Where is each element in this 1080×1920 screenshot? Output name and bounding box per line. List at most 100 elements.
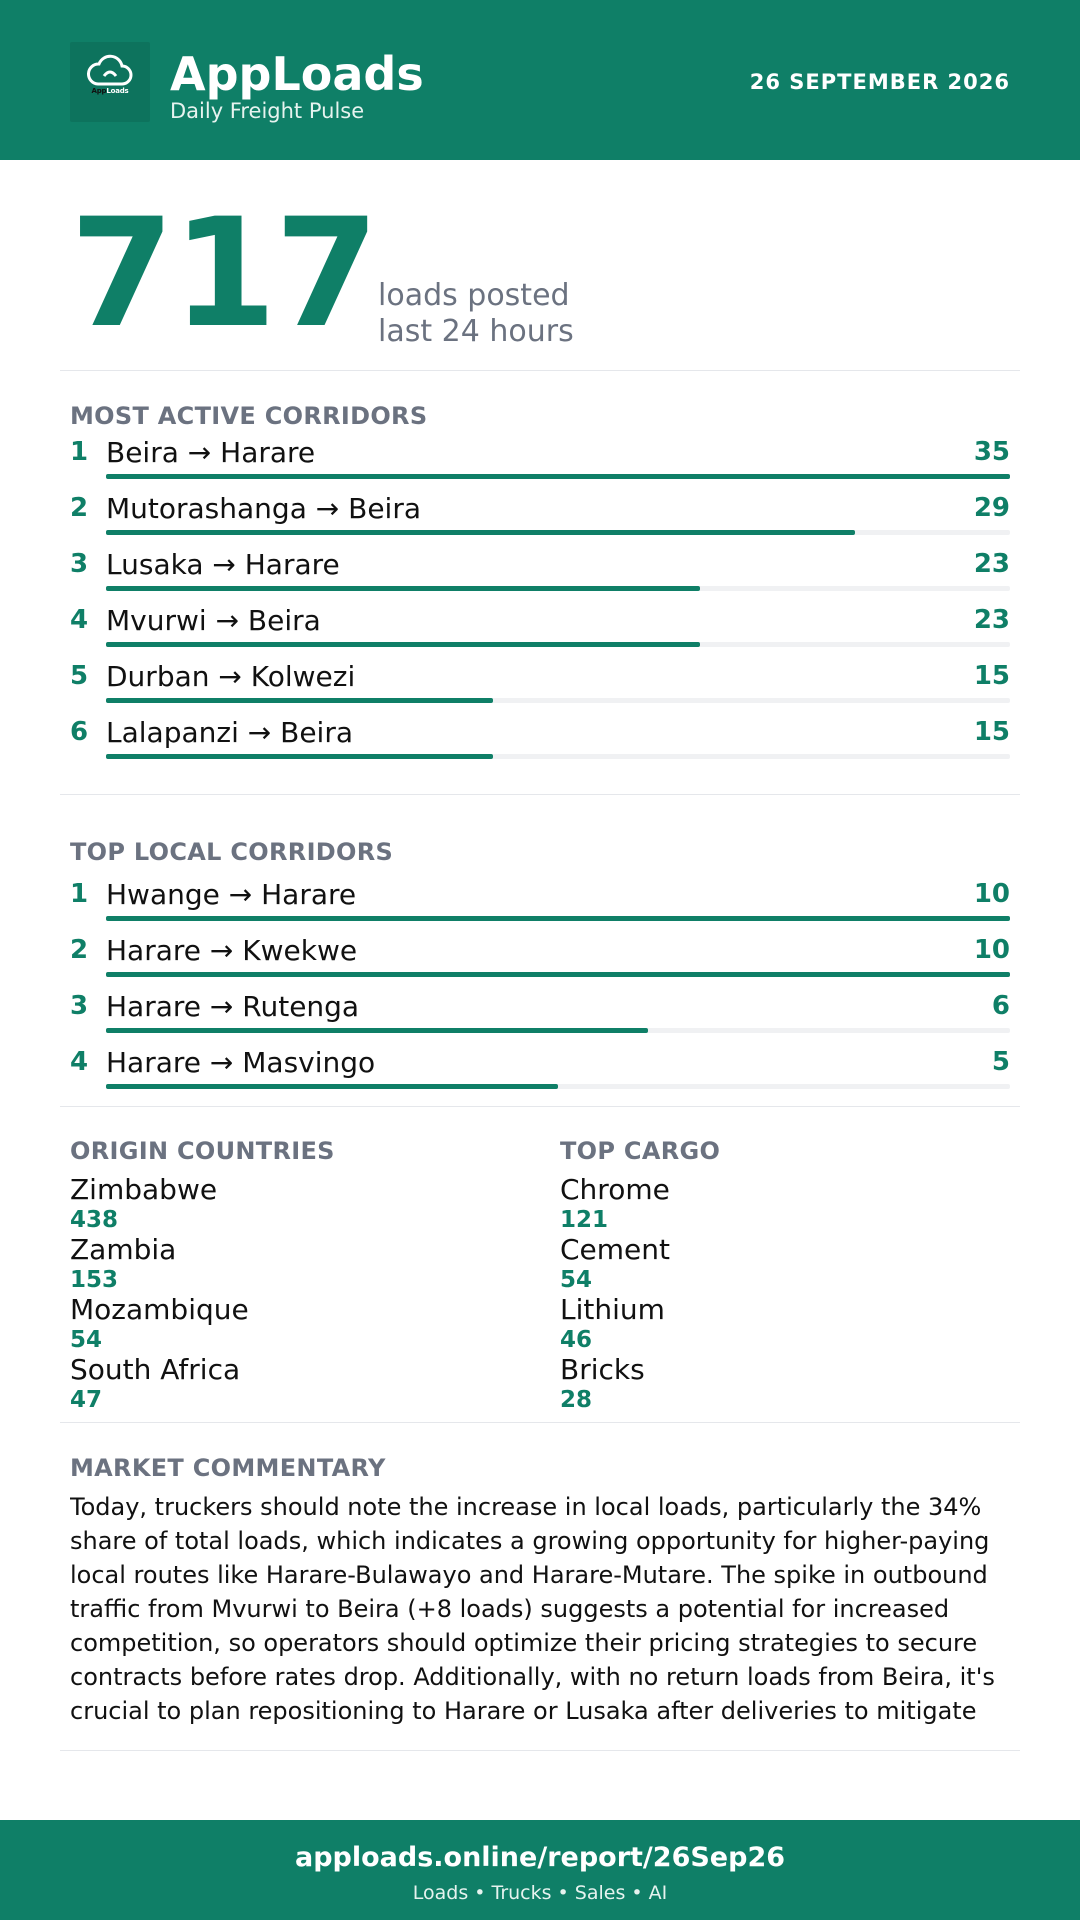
corridor-load-count: 10 bbox=[973, 935, 1010, 965]
corridor-load-count: 29 bbox=[973, 493, 1010, 523]
corridor-route: Hwange → Harare bbox=[106, 878, 357, 911]
corridor-bar-track bbox=[106, 530, 1010, 535]
corridor-route: Harare → Rutenga bbox=[106, 990, 360, 1023]
corridor-rank: 3 bbox=[70, 549, 89, 579]
top-local-list: 1 Hwange → Harare 10 2 Harare → Kwekwe 10 3 Har… bbox=[70, 878, 1010, 1102]
corridor-bar-fill bbox=[106, 972, 1010, 977]
corridor-bar-track bbox=[106, 474, 1010, 479]
corridor-rank: 6 bbox=[70, 717, 89, 747]
stat-value: 54 bbox=[70, 1327, 103, 1353]
corridor-rank: 4 bbox=[70, 1047, 89, 1077]
corridor-row: 1 Beira → Harare 35 bbox=[70, 436, 1010, 492]
total-loads-value: 717 bbox=[70, 187, 379, 361]
report-footer: apploads.online/report/26Sep26 Loads • T… bbox=[0, 1820, 1080, 1920]
stat-name: Bricks bbox=[560, 1353, 645, 1386]
corridor-row: 2 Harare → Kwekwe 10 bbox=[70, 934, 1010, 990]
corridor-load-count: 5 bbox=[991, 1047, 1010, 1077]
top-cargo-list: Chrome 121 Cement 54 Lithium 46 Bricks 28 bbox=[560, 1174, 1000, 1414]
divider bbox=[60, 794, 1020, 795]
divider bbox=[60, 1106, 1020, 1107]
corridor-route: Lusaka → Harare bbox=[106, 548, 340, 581]
corridor-bar-track bbox=[106, 586, 1010, 591]
divider bbox=[60, 1422, 1020, 1423]
corridor-row: 3 Lusaka → Harare 23 bbox=[70, 548, 1010, 604]
corridor-bar-fill bbox=[106, 754, 494, 759]
corridor-row: 1 Hwange → Harare 10 bbox=[70, 878, 1010, 934]
top-cargo-title: TOP CARGO bbox=[560, 1137, 721, 1165]
cloud-icon bbox=[87, 54, 133, 86]
stat-name: Chrome bbox=[560, 1173, 670, 1206]
footer-tagline: Loads • Trucks • Sales • AI bbox=[412, 1882, 668, 1904]
corridor-bar-fill bbox=[106, 916, 1010, 921]
corridor-route: Beira → Harare bbox=[106, 436, 316, 469]
stat-name: Zimbabwe bbox=[70, 1173, 218, 1206]
corridor-bar-fill bbox=[106, 642, 701, 647]
corridor-bar-fill bbox=[106, 1084, 558, 1089]
stat-value: 54 bbox=[560, 1267, 593, 1293]
stat-name: Cement bbox=[560, 1233, 671, 1266]
stat-value: 121 bbox=[560, 1207, 609, 1233]
corridor-load-count: 35 bbox=[973, 437, 1010, 467]
corridor-load-count: 23 bbox=[973, 605, 1010, 635]
corridor-bar-track bbox=[106, 642, 1010, 647]
origin-countries-title: ORIGIN COUNTRIES bbox=[70, 1137, 335, 1165]
corridor-bar-track bbox=[106, 916, 1010, 921]
corridor-load-count: 10 bbox=[973, 879, 1010, 909]
corridor-rank: 2 bbox=[70, 493, 89, 523]
stat-value: 47 bbox=[70, 1387, 103, 1413]
total-loads-label-line2: last 24 hours bbox=[378, 314, 574, 349]
corridor-row: 2 Mutorashanga → Beira 29 bbox=[70, 492, 1010, 548]
corridor-bar-fill bbox=[106, 474, 1010, 479]
corridor-bar-track bbox=[106, 1084, 1010, 1089]
report-date: 26 SEPTEMBER 2026 bbox=[749, 70, 1010, 94]
corridor-row: 4 Harare → Masvingo 5 bbox=[70, 1046, 1010, 1102]
stat-value: 46 bbox=[560, 1327, 593, 1353]
origin-countries-list: Zimbabwe 438 Zambia 153 Mozambique 54 South Af… bbox=[70, 1174, 510, 1414]
stat-name: Mozambique bbox=[70, 1293, 249, 1326]
app-logo: AppLoads bbox=[70, 42, 150, 122]
corridor-rank: 3 bbox=[70, 991, 89, 1021]
corridor-rank: 5 bbox=[70, 661, 89, 691]
corridor-route: Harare → Kwekwe bbox=[106, 934, 358, 967]
corridor-bar-track bbox=[106, 972, 1010, 977]
divider bbox=[60, 370, 1020, 371]
corridor-load-count: 23 bbox=[973, 549, 1010, 579]
report-header: AppLoads AppLoads Daily Freight Pulse 26… bbox=[0, 0, 1080, 160]
corridor-route: Mvurwi → Beira bbox=[106, 604, 321, 637]
app-subtitle: Daily Freight Pulse bbox=[170, 99, 365, 123]
corridor-rank: 4 bbox=[70, 605, 89, 635]
report-url-link[interactable]: apploads.online/report/26Sep26 bbox=[294, 1842, 786, 1873]
corridor-route: Mutorashanga → Beira bbox=[106, 492, 421, 525]
corridor-bar-track bbox=[106, 698, 1010, 703]
corridor-row: 3 Harare → Rutenga 6 bbox=[70, 990, 1010, 1046]
most-active-list: 1 Beira → Harare 35 2 Mutorashanga → Beira 29… bbox=[70, 436, 1010, 772]
corridor-rank: 2 bbox=[70, 935, 89, 965]
top-local-title: TOP LOCAL CORRIDORS bbox=[70, 838, 394, 866]
corridor-row: 6 Lalapanzi → Beira 15 bbox=[70, 716, 1010, 772]
corridor-route: Harare → Masvingo bbox=[106, 1046, 376, 1079]
stat-value: 28 bbox=[560, 1387, 593, 1413]
total-loads-label: loads posted last 24 hours bbox=[378, 278, 574, 350]
corridor-row: 5 Durban → Kolwezi 15 bbox=[70, 660, 1010, 716]
corridor-load-count: 15 bbox=[973, 717, 1010, 747]
corridor-bar-fill bbox=[106, 698, 494, 703]
logo-wordmark: AppLoads bbox=[91, 87, 129, 95]
app-name: AppLoads bbox=[170, 47, 424, 101]
corridor-bar-fill bbox=[106, 530, 856, 535]
corridor-route: Durban → Kolwezi bbox=[106, 660, 356, 693]
corridor-load-count: 6 bbox=[991, 991, 1010, 1021]
corridor-load-count: 15 bbox=[973, 661, 1010, 691]
corridor-bar-fill bbox=[106, 586, 701, 591]
commentary-title: MARKET COMMENTARY bbox=[70, 1454, 386, 1482]
most-active-title: MOST ACTIVE CORRIDORS bbox=[70, 402, 428, 430]
stat-value: 153 bbox=[70, 1267, 119, 1293]
top-cargo: TOP CARGO Chrome 121 Cement 54 Lithium 46 Bric… bbox=[560, 1136, 1000, 1414]
divider bbox=[60, 1750, 1020, 1751]
stat-name: Zambia bbox=[70, 1233, 177, 1266]
origin-countries: ORIGIN COUNTRIES Zimbabwe 438 Zambia 153 Moz… bbox=[70, 1136, 510, 1414]
stat-name: South Africa bbox=[70, 1353, 241, 1386]
corridor-row: 4 Mvurwi → Beira 23 bbox=[70, 604, 1010, 660]
corridor-bar-track bbox=[106, 1028, 1010, 1033]
corridor-bar-track bbox=[106, 754, 1010, 759]
corridor-bar-fill bbox=[106, 1028, 649, 1033]
